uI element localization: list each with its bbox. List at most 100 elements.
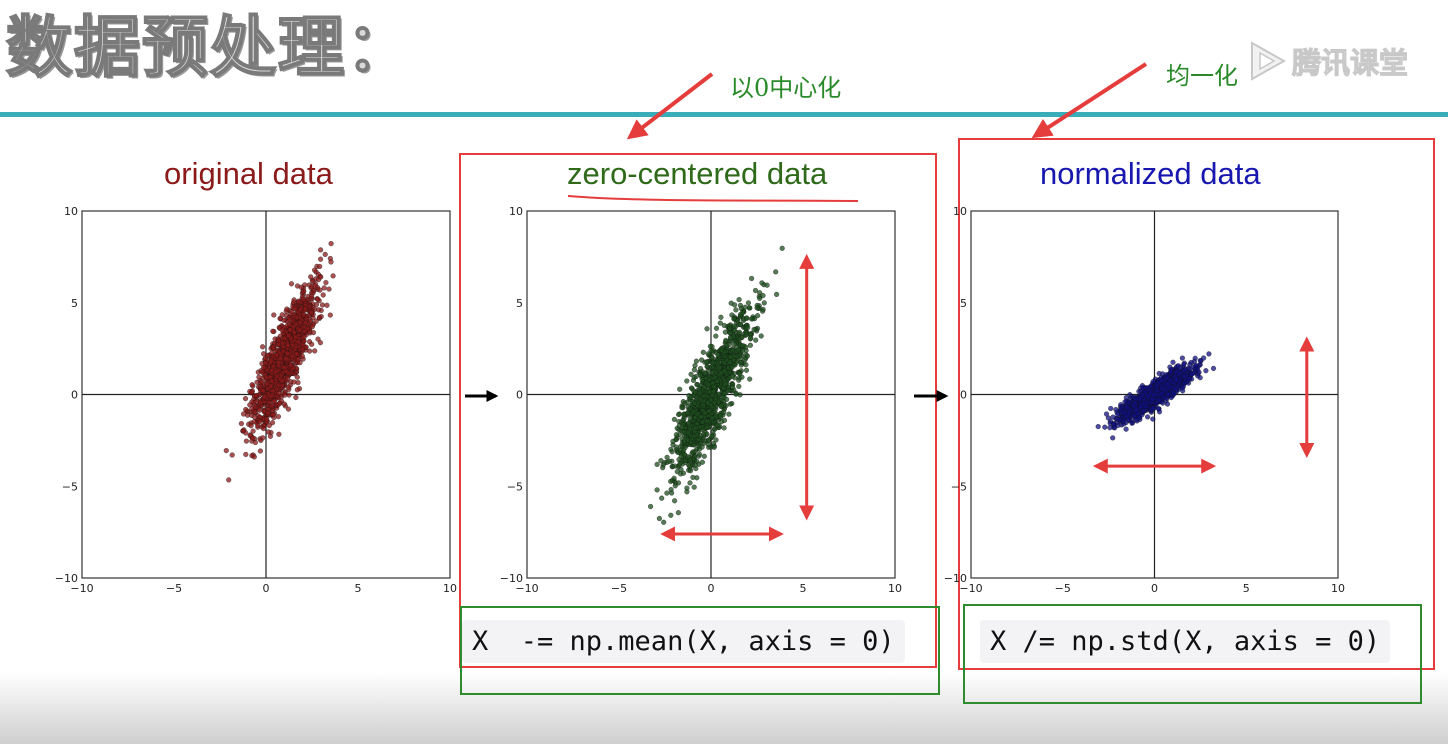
data-point [731, 323, 737, 329]
data-point [709, 370, 715, 376]
data-point [257, 384, 263, 390]
data-point [292, 306, 298, 312]
data-point [248, 423, 254, 429]
data-point [243, 438, 249, 444]
data-point [295, 298, 302, 304]
data-point [709, 392, 715, 398]
x-tick-label: −10 [959, 582, 982, 595]
data-point [315, 336, 321, 342]
data-point [266, 399, 272, 406]
y-tick-label: 5 [516, 297, 523, 310]
data-point [1133, 396, 1139, 402]
data-point [243, 451, 249, 457]
data-point [1159, 391, 1165, 397]
data-point [1159, 377, 1165, 384]
data-point [678, 453, 684, 459]
data-point [1123, 426, 1129, 432]
data-point [743, 367, 750, 373]
data-point [724, 396, 730, 402]
data-point [658, 458, 664, 464]
data-point [269, 378, 275, 384]
data-point [731, 341, 737, 347]
data-point [735, 318, 741, 324]
data-point [737, 321, 743, 328]
data-point [319, 302, 326, 308]
data-point [753, 337, 759, 343]
normalize-code-box [963, 604, 1422, 704]
data-point [1150, 396, 1156, 402]
data-point [1133, 407, 1139, 413]
data-point [727, 401, 733, 407]
data-point [1144, 393, 1150, 399]
data-point [708, 347, 714, 354]
data-point [282, 335, 288, 341]
data-point [259, 379, 265, 385]
data-point [705, 400, 711, 406]
data-point [1201, 355, 1207, 361]
data-point [688, 394, 694, 400]
data-point [668, 446, 674, 452]
data-point [672, 483, 678, 489]
data-point [1179, 385, 1186, 391]
data-point [754, 305, 760, 311]
data-point [721, 425, 727, 431]
x-tick-label: 5 [355, 582, 362, 595]
data-point [317, 340, 323, 346]
data-point [320, 292, 326, 298]
data-point [654, 461, 660, 467]
data-point [257, 448, 263, 454]
data-point [301, 288, 307, 294]
data-point [680, 470, 687, 476]
data-point [672, 498, 678, 504]
data-point [1203, 368, 1209, 374]
data-point [318, 274, 324, 280]
data-point [723, 337, 729, 343]
data-point [241, 411, 247, 417]
data-point [1189, 371, 1195, 377]
data-point [268, 393, 274, 399]
data-point [1124, 405, 1131, 411]
data-point [276, 401, 283, 407]
x-tick-label: 0 [1151, 582, 1158, 595]
data-point [302, 320, 308, 326]
data-point [729, 364, 735, 370]
data-point [703, 424, 710, 430]
data-point [294, 374, 300, 380]
data-point [755, 313, 761, 319]
data-point [270, 328, 276, 334]
data-point [694, 382, 700, 388]
data-point [323, 280, 329, 286]
data-point [696, 446, 703, 452]
data-point [704, 364, 710, 370]
data-point [690, 377, 697, 383]
data-point [252, 439, 258, 446]
data-point [242, 396, 249, 402]
data-point [727, 325, 733, 331]
data-point [773, 269, 779, 275]
data-point [260, 388, 266, 394]
data-point [285, 384, 292, 390]
data-point [691, 433, 697, 439]
y-tick-label: 10 [509, 205, 523, 218]
data-point [309, 324, 315, 330]
data-point [1103, 411, 1110, 417]
data-point [699, 377, 705, 383]
data-point [1131, 413, 1137, 419]
data-point [675, 480, 682, 486]
data-point [287, 317, 293, 323]
data-point [743, 332, 749, 338]
data-point [1112, 425, 1118, 431]
data-point [685, 454, 691, 460]
data-point [1130, 403, 1137, 409]
data-point [1110, 414, 1116, 420]
data-point [261, 426, 267, 432]
data-point [713, 333, 719, 339]
data-point [260, 435, 266, 441]
data-point [715, 352, 721, 358]
data-point [749, 316, 755, 322]
y-tick-label: 10 [953, 205, 967, 218]
data-point [1167, 378, 1173, 384]
data-point [692, 363, 698, 369]
data-point [257, 407, 263, 413]
